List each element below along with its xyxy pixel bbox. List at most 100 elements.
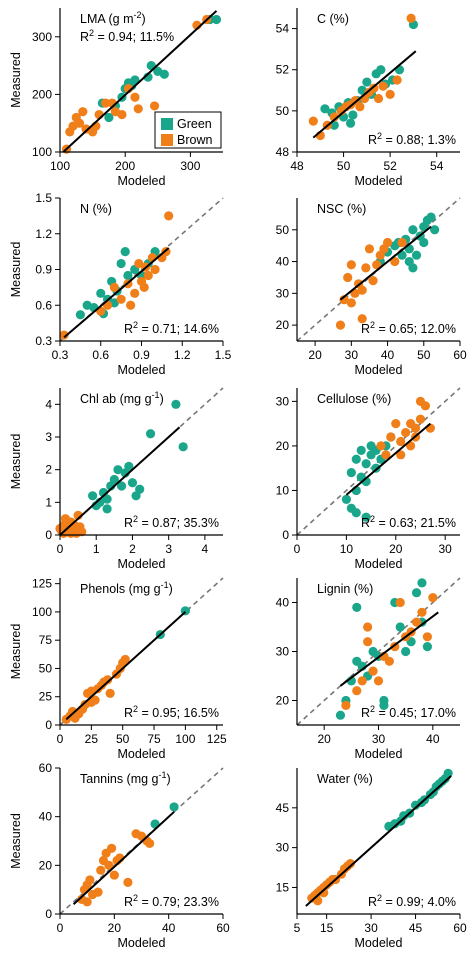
y-tick-label: 20 <box>276 439 290 453</box>
data-point-brown <box>395 597 405 608</box>
y-tick-label: 4 <box>45 397 52 411</box>
y-tick-label: 100 <box>32 145 52 159</box>
panel-title: LMA (g m-2) <box>80 10 146 26</box>
chart-panel-5: 0 1 2 3 4 0 1 2 3 4 Modeled Measured Chl ab (mg g-1)… <box>9 387 224 571</box>
y-tick-label: 0 <box>45 528 52 542</box>
data-point-brown <box>385 89 395 99</box>
x-tick-label: 125 <box>207 732 227 746</box>
x-axis-title: Modeled <box>118 936 166 950</box>
series-brown <box>376 396 435 460</box>
y-tick-label: 20 <box>276 318 290 332</box>
x-tick-label: 50 <box>417 348 431 362</box>
x-tick-label: 1.5 <box>215 348 232 362</box>
data-point-brown <box>59 330 69 340</box>
fit-line <box>345 422 432 496</box>
data-point-green <box>422 642 432 652</box>
data-point-brown <box>145 838 155 849</box>
y-tick-label: 60 <box>39 761 53 775</box>
x-axis-title: Modeled <box>118 174 166 188</box>
chart-panel-10: 5 15 30 45 60 15 30 45 Modeled Water (%) R2 = 0.99… <box>276 768 467 950</box>
data-point-brown <box>96 865 106 875</box>
x-axis-title: Modeled <box>355 747 403 761</box>
data-point-brown <box>343 272 353 283</box>
y-tick-label: 0 <box>45 718 52 732</box>
x-axis-title: Modeled <box>118 363 166 377</box>
x-tick-label: 0 <box>57 542 64 556</box>
data-point-brown <box>341 700 351 711</box>
data-point-brown <box>378 81 388 91</box>
y-tick-label: 50 <box>276 104 290 118</box>
y-axis-title: Measured <box>9 242 23 298</box>
x-axis-title: Modeled <box>355 363 403 377</box>
data-point-brown <box>382 237 393 248</box>
y-tick-label: 45 <box>276 801 290 815</box>
data-point-brown <box>368 276 378 286</box>
data-point-brown <box>428 593 438 603</box>
data-point-brown <box>364 244 375 254</box>
x-tick-label: 50 <box>337 159 351 173</box>
panel-title: C (%) <box>317 12 349 26</box>
x-tick-label: 1.2 <box>174 348 191 362</box>
y-tick-label: 0.6 <box>35 298 52 312</box>
chart-panel-9: 0 20 40 60 0 20 40 60 Modeled Measured Tannins (mg… <box>9 761 230 950</box>
x-tick-label: 45 <box>409 921 423 935</box>
data-point-green <box>102 494 112 504</box>
data-point-green <box>411 588 422 598</box>
data-point-brown <box>93 887 103 897</box>
panel-title: Tannins (mg g-1) <box>80 770 171 786</box>
x-axis-title: Modeled <box>118 747 166 761</box>
y-tick-label: 30 <box>276 645 290 659</box>
series-green <box>384 768 453 832</box>
data-point-green <box>153 66 163 76</box>
x-tick-label: 5 <box>294 921 301 935</box>
r-squared-label: R2 = 0.95; 16.5% <box>124 704 219 720</box>
data-point-brown <box>116 294 126 304</box>
data-point-brown <box>134 258 144 269</box>
panel-title: Water (%) <box>317 772 373 786</box>
x-tick-label: 20 <box>308 348 322 362</box>
r-squared-label: R2 = 0.79; 23.3% <box>124 893 219 909</box>
fit-line <box>63 247 170 339</box>
x-tick-label: 30 <box>439 542 453 556</box>
data-point-green <box>430 225 440 235</box>
data-point-brown <box>103 675 113 685</box>
data-point-green <box>113 465 123 475</box>
fit-line <box>339 611 439 687</box>
y-tick-label: 30 <box>276 286 290 300</box>
y-tick-label: 40 <box>276 596 290 610</box>
x-tick-label: 30 <box>345 348 359 362</box>
data-point-green <box>417 578 427 588</box>
data-point-green <box>356 445 366 455</box>
x-tick-label: 20 <box>108 921 122 935</box>
data-point-brown <box>107 843 117 853</box>
x-tick-label: 300 <box>180 159 200 173</box>
y-tick-label: 30 <box>276 841 290 855</box>
data-point-brown <box>422 632 432 642</box>
y-tick-label: 100 <box>32 605 52 619</box>
x-tick-label: 30 <box>372 732 386 746</box>
series-brown <box>308 13 416 141</box>
data-point-brown <box>346 260 356 270</box>
data-point-green <box>426 212 436 222</box>
data-point-brown <box>386 432 396 442</box>
data-point-brown <box>357 314 367 324</box>
data-point-green <box>357 85 367 95</box>
fit-line <box>65 611 187 721</box>
x-axis-title: Modeled <box>355 557 403 571</box>
x-tick-label: 48 <box>290 159 304 173</box>
x-tick-label: 40 <box>426 732 440 746</box>
data-point-green <box>145 429 156 439</box>
x-tick-label: 15 <box>320 921 334 935</box>
data-point-brown <box>401 427 411 438</box>
x-axis-title: Modeled <box>118 557 166 571</box>
data-point-green <box>211 14 222 25</box>
data-point-brown <box>406 419 416 429</box>
data-point-green <box>362 77 372 87</box>
data-point-brown <box>335 320 346 330</box>
x-tick-label: 60 <box>453 348 467 362</box>
data-point-brown <box>384 656 394 666</box>
data-point-green <box>341 494 351 504</box>
data-point-green <box>96 288 106 298</box>
x-tick-label: 10 <box>340 542 354 556</box>
y-tick-label: 40 <box>39 810 53 824</box>
